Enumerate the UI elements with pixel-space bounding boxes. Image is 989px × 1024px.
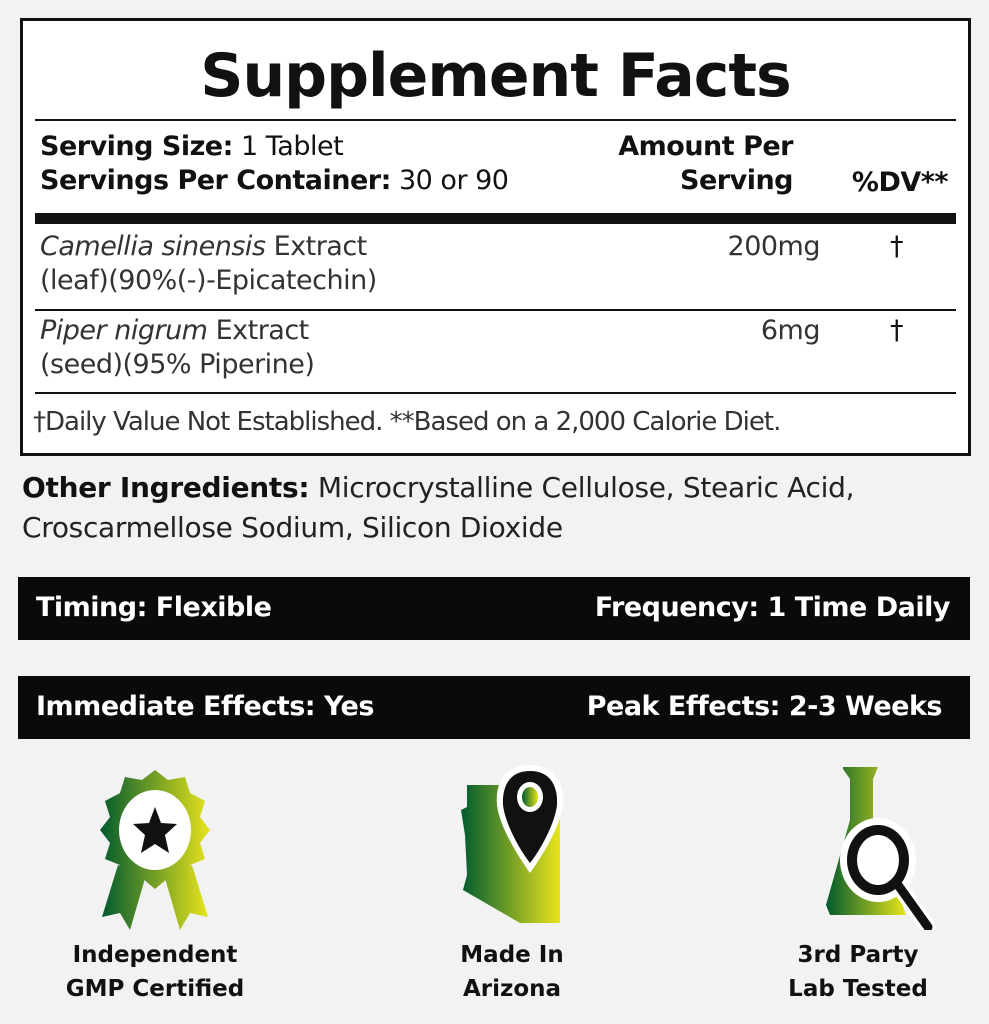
divider bbox=[35, 392, 956, 394]
lab-tested-badge bbox=[768, 765, 968, 930]
effects-bar: Immediate Effects: Yes Peak Effects: 2-3… bbox=[18, 676, 970, 739]
ingredient-name-rest: Extract bbox=[207, 315, 310, 346]
serving-size-value: 1 Tablet bbox=[241, 131, 344, 162]
ingredient-latin-name: Piper nigrum bbox=[40, 315, 208, 346]
award-ribbon-star-icon bbox=[100, 770, 210, 930]
divider bbox=[35, 309, 956, 311]
serving-size-label: Serving Size: bbox=[40, 131, 233, 162]
ingredient-latin-name: Camellia sinensis bbox=[40, 231, 266, 262]
peak-effects-text: Peak Effects: 2-3 Weeks bbox=[586, 691, 943, 722]
badge-line: Lab Tested bbox=[788, 976, 928, 1002]
badge-line: Independent bbox=[72, 942, 238, 968]
footnote: †Daily Value Not Established. **Based on… bbox=[33, 407, 781, 437]
arizona-badge bbox=[410, 765, 610, 930]
ingredient-dv: † bbox=[890, 315, 904, 346]
flask-magnifier-icon bbox=[826, 767, 936, 930]
ingredient-detail: (seed)(95% Piperine) bbox=[40, 349, 315, 380]
arizona-label: Made In Arizona bbox=[382, 938, 642, 1006]
ingredient-dv: † bbox=[890, 231, 904, 262]
thick-divider bbox=[35, 213, 956, 224]
badge-line: GMP Certified bbox=[65, 976, 245, 1002]
timing-frequency-bar: Timing: Flexible Frequency: 1 Time Daily bbox=[18, 577, 970, 640]
badge-line: Made In bbox=[460, 942, 564, 968]
other-ingredients-label: Other Ingredients: bbox=[22, 471, 310, 504]
divider bbox=[35, 119, 956, 121]
servings-label: Servings Per Container: bbox=[40, 165, 391, 196]
badge-line: 3rd Party bbox=[797, 942, 919, 968]
supplement-facts-panel: Supplement Facts Serving Size: 1 Tablet … bbox=[20, 18, 971, 456]
other-ingredients-value: Microcrystalline Cellulose, Stearic Acid… bbox=[22, 471, 855, 544]
other-ingredients: Other Ingredients: Microcrystalline Cell… bbox=[22, 468, 942, 548]
ingredient-name: Camellia sinensis Extract bbox=[40, 231, 367, 262]
amount-header-2: Serving bbox=[680, 165, 793, 196]
ingredient-name-rest: Extract bbox=[265, 231, 368, 262]
dv-header: %DV** bbox=[851, 167, 949, 198]
badge-line: Arizona bbox=[462, 976, 562, 1002]
lab-tested-label: 3rd Party Lab Tested bbox=[728, 938, 988, 1006]
ingredient-name: Piper nigrum Extract bbox=[40, 315, 309, 346]
servings-value: 30 or 90 bbox=[398, 165, 509, 196]
arizona-map-pin-icon bbox=[461, 765, 564, 923]
ingredient-amount: 6mg bbox=[760, 315, 821, 346]
panel-title: Supplement Facts bbox=[200, 41, 792, 111]
timing-text: Timing: Flexible bbox=[36, 592, 272, 623]
servings-per-container: Servings Per Container: 30 or 90 bbox=[40, 165, 509, 196]
immediate-effects-text: Immediate Effects: Yes bbox=[36, 691, 374, 722]
gmp-label: Independent GMP Certified bbox=[25, 938, 285, 1006]
gmp-badge bbox=[55, 765, 255, 930]
ingredient-detail: (leaf)(90%(-)-Epicatechin) bbox=[40, 265, 377, 296]
ingredient-amount: 200mg bbox=[727, 231, 821, 262]
frequency-text: Frequency: 1 Time Daily bbox=[594, 592, 951, 623]
serving-size: Serving Size: 1 Tablet bbox=[40, 131, 344, 162]
amount-header-1: Amount Per bbox=[618, 131, 793, 162]
